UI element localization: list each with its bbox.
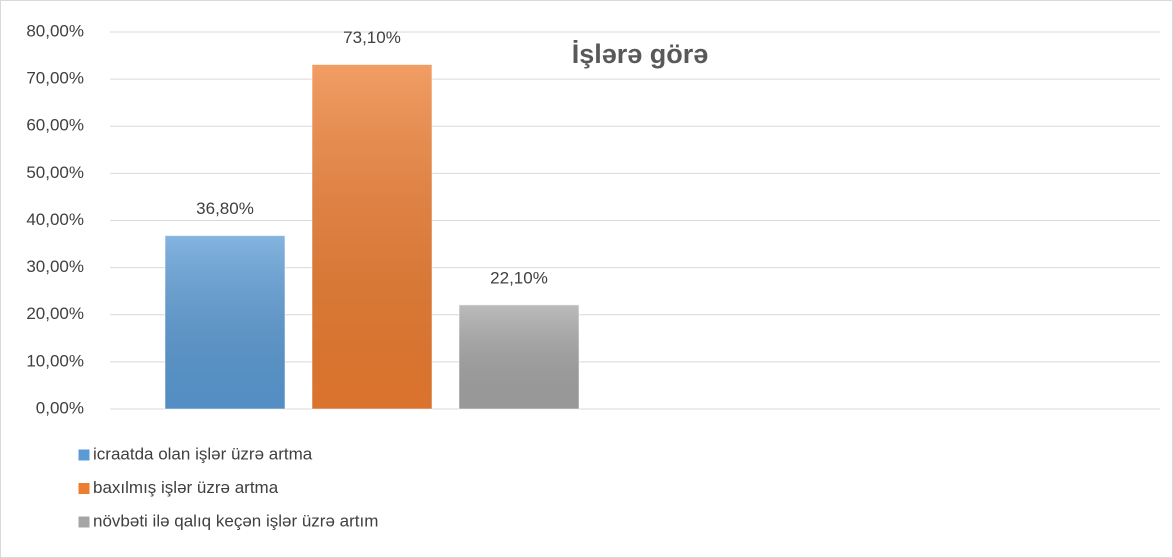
y-tick-label: 20,00% [26,304,84,323]
y-tick-label: 40,00% [26,210,84,229]
legend-label: baxılmış işlər üzrə artma [93,478,279,497]
legend-label: icraatda olan işlər üzrə artma [93,444,313,463]
bar [311,64,433,410]
legend-swatch [77,482,91,495]
y-tick-label: 30,00% [26,257,84,276]
y-tick-label: 10,00% [26,351,84,370]
chart-title: İşlərə görə [572,39,709,69]
data-label: 73,10% [343,28,401,47]
legend-label: növbəti ilə qalıq keçən işlər üzrə artım [93,511,378,530]
y-tick-label: 70,00% [26,69,84,88]
data-label: 22,10% [490,268,548,287]
data-label: 36,80% [196,199,254,218]
y-tick-label: 80,00% [26,21,84,40]
y-tick-label: 0,00% [36,398,84,417]
legend-swatch [77,448,91,462]
y-tick-label: 50,00% [26,163,84,182]
bar [458,304,580,410]
legend-swatch [77,515,91,529]
y-tick-label: 60,00% [26,116,84,135]
bar [164,235,286,410]
